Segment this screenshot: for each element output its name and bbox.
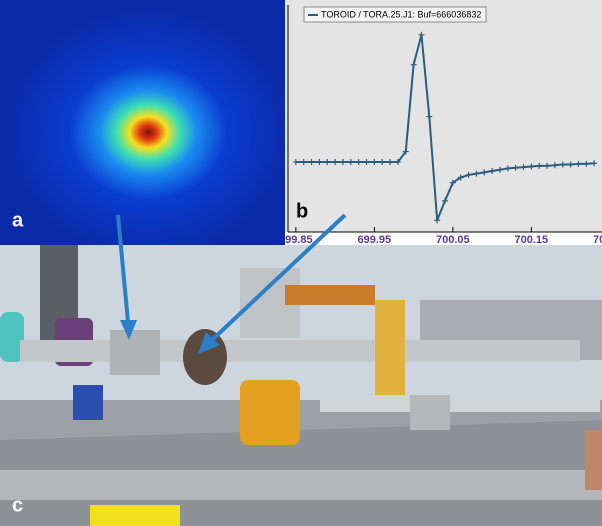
panel-label: c	[12, 494, 23, 516]
x-tick-label: 700.15	[515, 234, 549, 246]
beam-image	[0, 0, 285, 245]
panel-label: a	[12, 209, 24, 231]
x-tick-label: 700.25	[593, 234, 602, 246]
cad-render	[0, 245, 602, 526]
legend-label: TOROID / TORA.25.J1: Buf=666036832	[321, 9, 481, 19]
figure: 699.85699.95700.05700.15700.25TOROID / T…	[0, 0, 602, 526]
plot-background	[285, 0, 602, 245]
x-tick-label: 700.05	[436, 234, 470, 246]
panel-label: b	[296, 200, 308, 222]
x-tick-label: 699.95	[358, 234, 392, 246]
